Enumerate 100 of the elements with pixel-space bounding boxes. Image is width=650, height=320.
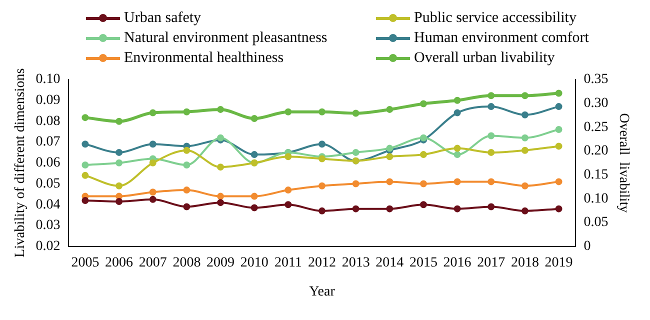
point bbox=[284, 201, 292, 208]
y-tick-label: 0.04 bbox=[36, 197, 60, 212]
point bbox=[183, 186, 190, 194]
point bbox=[555, 178, 562, 186]
y-tick-label: 0.09 bbox=[36, 92, 60, 108]
point bbox=[183, 146, 190, 154]
x-tick-label: 2010 bbox=[240, 255, 268, 270]
point bbox=[149, 188, 156, 196]
point bbox=[352, 148, 360, 156]
y-tick-label: 0.08 bbox=[36, 114, 60, 129]
point bbox=[521, 207, 528, 214]
y-axis-title: Livability of different dimensions bbox=[13, 68, 28, 258]
point bbox=[454, 109, 461, 116]
point bbox=[217, 199, 224, 206]
point bbox=[116, 182, 123, 190]
point bbox=[555, 142, 562, 150]
point bbox=[217, 192, 224, 200]
point bbox=[284, 108, 292, 116]
x-axis-title: Year bbox=[309, 284, 336, 300]
point bbox=[454, 178, 461, 186]
point bbox=[386, 205, 394, 212]
point bbox=[420, 201, 427, 208]
point bbox=[420, 100, 427, 108]
x-tick-label: 2013 bbox=[342, 255, 370, 270]
point bbox=[149, 109, 156, 116]
point bbox=[217, 106, 224, 113]
point bbox=[116, 159, 123, 166]
point bbox=[250, 151, 258, 158]
x-tick-label: 2019 bbox=[544, 255, 573, 270]
point bbox=[116, 118, 123, 125]
x-tick-label: 2009 bbox=[206, 255, 235, 270]
point bbox=[284, 186, 292, 194]
x-tick-label: 2015 bbox=[409, 255, 438, 270]
y2-tick-label: 0.20 bbox=[584, 144, 608, 159]
point bbox=[521, 92, 528, 100]
point bbox=[82, 140, 89, 148]
y-tick-label: 0.06 bbox=[36, 156, 60, 171]
y2-tick-label: 0.35 bbox=[584, 72, 608, 88]
y-tick-label: 0.10 bbox=[36, 72, 60, 88]
point bbox=[386, 153, 394, 160]
point bbox=[555, 126, 562, 133]
point bbox=[284, 153, 292, 160]
point bbox=[149, 196, 156, 203]
point bbox=[217, 164, 224, 171]
point bbox=[149, 159, 156, 166]
y2-tick-label: 0.15 bbox=[584, 168, 608, 182]
point bbox=[82, 196, 89, 204]
point bbox=[488, 132, 495, 140]
point bbox=[386, 178, 394, 186]
point bbox=[420, 151, 427, 158]
point bbox=[183, 108, 190, 116]
point bbox=[454, 144, 461, 152]
y-tick-label: 0.07 bbox=[36, 134, 60, 150]
point bbox=[352, 110, 360, 117]
point bbox=[116, 148, 123, 156]
point bbox=[82, 114, 89, 122]
legend-label: Natural environment pleasantness bbox=[124, 29, 328, 48]
point bbox=[521, 182, 528, 190]
point bbox=[183, 161, 190, 168]
point bbox=[318, 108, 326, 116]
y2-tick-label: 0.25 bbox=[584, 120, 608, 135]
y2-tick-label: 0.10 bbox=[584, 191, 608, 206]
x-tick-label: 2011 bbox=[274, 255, 302, 270]
point bbox=[318, 140, 326, 148]
point bbox=[521, 134, 528, 142]
x-tick-label: 2017 bbox=[477, 255, 506, 270]
point bbox=[488, 148, 495, 156]
point bbox=[250, 204, 258, 212]
y-tick-label: 0.03 bbox=[36, 218, 60, 234]
point bbox=[386, 106, 394, 113]
y-tick-label: 0.05 bbox=[36, 176, 60, 192]
x-tick-label: 2007 bbox=[138, 255, 167, 270]
point bbox=[488, 178, 495, 186]
point bbox=[488, 92, 495, 100]
x-tick-label: 2012 bbox=[308, 255, 336, 270]
point bbox=[149, 140, 156, 148]
point bbox=[318, 182, 326, 190]
point bbox=[420, 180, 427, 188]
point bbox=[183, 203, 190, 210]
point bbox=[352, 180, 360, 188]
point bbox=[352, 205, 360, 212]
point bbox=[521, 146, 528, 154]
point bbox=[488, 103, 495, 110]
point bbox=[454, 96, 461, 104]
point bbox=[318, 207, 326, 214]
point bbox=[555, 90, 562, 97]
point bbox=[116, 198, 123, 206]
legend-label: Environmental healthiness bbox=[124, 49, 284, 68]
y-tick-label: 0.02 bbox=[36, 239, 60, 254]
x-tick-label: 2016 bbox=[443, 255, 472, 270]
x-tick-label: 2008 bbox=[172, 255, 201, 270]
legend-label: Human environment comfort bbox=[414, 29, 589, 48]
point bbox=[82, 172, 89, 179]
point bbox=[488, 203, 495, 210]
legend-label: Urban safety bbox=[124, 9, 202, 28]
x-tick-label: 2014 bbox=[376, 255, 404, 270]
legend-label: Public service accessibility bbox=[414, 9, 576, 28]
point bbox=[555, 205, 562, 212]
point bbox=[555, 103, 562, 110]
x-tick-label: 2005 bbox=[71, 255, 100, 270]
